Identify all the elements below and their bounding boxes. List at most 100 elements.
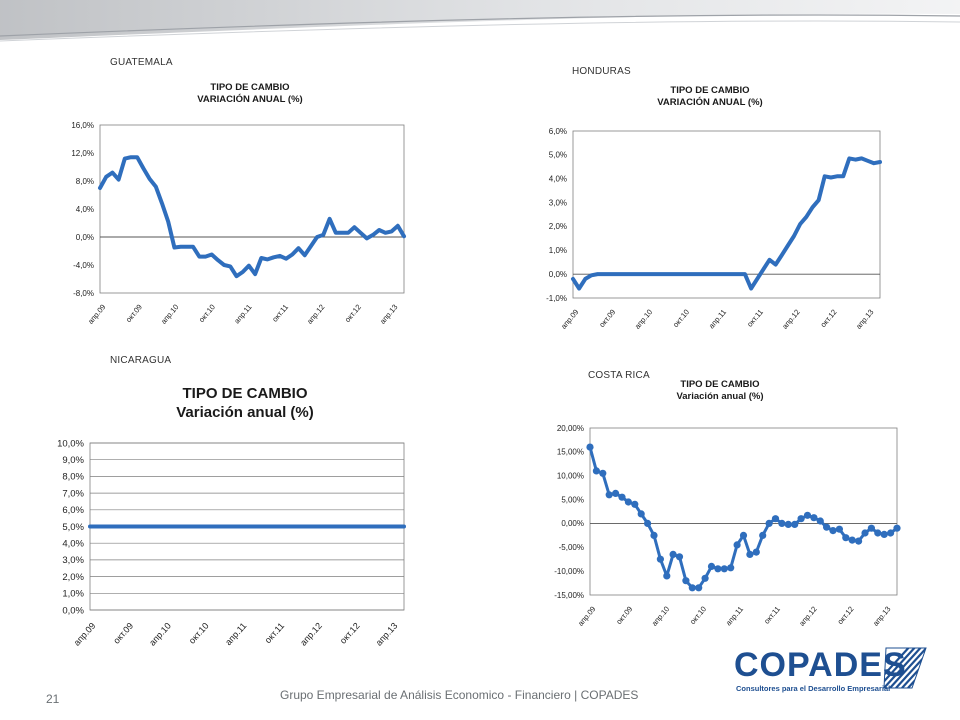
chart-costa-rica-data-point <box>803 511 812 519</box>
chart-costa-rica-data-point <box>701 574 709 582</box>
chart-costa-rica-y-tick-label: 20,00% <box>557 424 584 433</box>
chart-costa-rica-data-point <box>688 584 696 592</box>
chart-costa-rica-data-point <box>778 519 786 528</box>
logo-tagline: Consultores para el Desarrollo Empresari… <box>736 684 891 693</box>
top-swoosh-band <box>0 0 960 42</box>
chart-costa-rica-data-point <box>631 500 639 508</box>
chart-nicaragua-y-tick-label: 9,0% <box>62 455 84 466</box>
panel-costa-rica-country-label: COSTA RICA <box>588 370 650 381</box>
chart-costa-rica-data-point <box>739 531 748 540</box>
chart-costa-rica-y-tick-label: 0,00% <box>561 519 584 528</box>
panel-guatemala-title: TIPO DE CAMBIO VARIACIÓN ANUAL (%) <box>160 82 340 106</box>
chart-costa-rica-x-tick-label: апр.13 <box>871 605 893 628</box>
chart-nicaragua-y-tick-label: 2,0% <box>62 572 84 583</box>
chart-costa-rica-data-point <box>835 525 844 533</box>
chart-costa-rica-data-point <box>733 541 741 549</box>
chart-honduras-y-tick-label: 4,0% <box>549 175 567 184</box>
chart-guatemala-y-tick-label: 4,0% <box>76 205 94 214</box>
chart-costa-rica-data-point <box>675 553 684 561</box>
logo-stripes-icon <box>883 647 927 689</box>
chart-costa-rica-x-tick-label: апр.11 <box>724 605 745 628</box>
panel-costa-rica-title-line1: TIPO DE CAMBIO <box>680 379 760 390</box>
chart-costa-rica-y-tick-label: 5,00% <box>561 495 584 504</box>
chart-costa-rica-plot-area <box>589 427 898 596</box>
chart-nicaragua-y-tick-label: 0,0% <box>62 605 84 616</box>
chart-costa-rica-x-tick-label: окт.12 <box>836 605 856 627</box>
panel-costa-rica-title: TIPO DE CAMBIO Variación anual (%) <box>630 379 810 403</box>
chart-honduras-y-tick-label: 2,0% <box>549 222 567 231</box>
chart-costa-rica-data-point <box>880 530 888 539</box>
chart-costa-rica-data-point <box>810 514 818 522</box>
chart-costa-rica-data-point <box>797 515 805 523</box>
panel-honduras-title: TIPO DE CAMBIO VARIACIÓN ANUAL (%) <box>620 85 800 109</box>
chart-honduras-series-line <box>571 156 882 291</box>
chart-guatemala-y-tick-label: 0,0% <box>76 233 94 242</box>
chart-costa-rica-x-tick-label: апр.10 <box>650 605 672 628</box>
copades-logo: COPADES Consultores para el Desarrollo E… <box>722 640 934 706</box>
chart-costa-rica-data-point <box>592 467 601 475</box>
chart-costa-rica-data-point <box>727 564 735 572</box>
chart-honduras-y-tick-label: 0,0% <box>549 270 567 279</box>
chart-costa-rica-data-point <box>624 498 633 506</box>
page-number: 21 <box>46 692 60 706</box>
chart-costa-rica-data-point <box>650 531 658 540</box>
chart-costa-rica-data-point <box>759 531 767 540</box>
chart-costa-rica-data-point <box>612 489 620 497</box>
chart-honduras-y-tick-label: 3,0% <box>549 198 567 207</box>
chart-costa-rica-y-tick-label: 15,00% <box>557 448 584 457</box>
chart-guatemala-y-tick-label: -4,0% <box>73 261 94 270</box>
chart-costa-rica-x-tick-label: окт.10 <box>688 605 708 627</box>
chart-costa-rica-data-point <box>656 555 665 563</box>
chart-costa-rica-data-point <box>823 523 831 531</box>
chart-guatemala-y-tick-label: 16,0% <box>71 121 94 130</box>
chart-nicaragua-y-tick-label: 8,0% <box>62 472 84 483</box>
chart-costa-rica-data-point <box>586 443 594 451</box>
chart-costa-rica-data-point <box>855 537 863 545</box>
chart-costa-rica-x-tick-label: апр.09 <box>576 605 598 628</box>
panel-guatemala-title-line1: TIPO DE CAMBIO <box>210 82 290 93</box>
chart-honduras-y-tick-label: 5,0% <box>549 151 567 160</box>
chart-costa-rica-data-point <box>771 515 780 523</box>
chart-nicaragua-y-tick-label: 1,0% <box>62 589 84 600</box>
chart-honduras-y-tick-label: -1,0% <box>546 294 567 303</box>
chart-costa-rica-data-point <box>707 562 716 571</box>
panel-nicaragua-title-line1: TIPO DE CAMBIO <box>182 385 308 402</box>
chart-honduras-plot-area <box>572 130 881 299</box>
chart-costa-rica-data-point <box>599 469 607 477</box>
chart-costa-rica-data-point <box>605 491 613 499</box>
chart-nicaragua-y-tick-label: 4,0% <box>62 539 84 550</box>
panel-nicaragua-title-line2: Variación anual (%) <box>176 403 314 421</box>
chart-guatemala-series-line <box>98 155 406 279</box>
chart-costa-rica-data-point <box>784 520 792 529</box>
chart-costa-rica-x-tick-label: окт.11 <box>762 605 782 626</box>
panel-honduras-country-label: HONDURAS <box>572 66 631 77</box>
chart-costa-rica-data-point <box>867 524 876 532</box>
chart-costa-rica-data-point <box>829 527 837 535</box>
chart-costa-rica-y-tick-label: -15,00% <box>554 591 584 600</box>
panel-nicaragua-title: TIPO DE CAMBIO Variación anual (%) <box>135 385 355 423</box>
chart-nicaragua-y-tick-label: 10,0% <box>57 438 84 449</box>
chart-guatemala-plot-area <box>99 124 405 294</box>
chart-costa-rica-data-point <box>752 548 760 556</box>
chart-honduras-y-tick-label: 6,0% <box>549 127 567 136</box>
logo-wordmark: COPADES <box>734 646 907 684</box>
chart-costa-rica-data-point <box>861 529 869 537</box>
chart-costa-rica-data-point <box>618 493 626 501</box>
panel-guatemala-title-line2: VARIACIÓN ANUAL (%) <box>197 93 303 105</box>
chart-costa-rica-data-point <box>842 534 850 542</box>
chart-guatemala-y-tick-label: 12,0% <box>71 149 94 158</box>
chart-costa-rica-data-point <box>874 529 882 537</box>
chart-costa-rica-data-point <box>669 550 677 559</box>
chart-costa-rica-data-point <box>663 572 671 580</box>
chart-costa-rica-data-point <box>848 536 856 544</box>
chart-costa-rica-data-point <box>765 519 773 528</box>
chart-nicaragua-y-tick-label: 3,0% <box>62 555 84 566</box>
chart-guatemala-y-tick-label: 8,0% <box>76 177 94 186</box>
chart-costa-rica-data-point <box>816 517 824 525</box>
chart-costa-rica-x-tick-label: окт.09 <box>614 605 634 627</box>
chart-costa-rica-data-point <box>720 565 728 573</box>
panel-costa-rica-title-line2: Variación anual (%) <box>676 390 764 402</box>
